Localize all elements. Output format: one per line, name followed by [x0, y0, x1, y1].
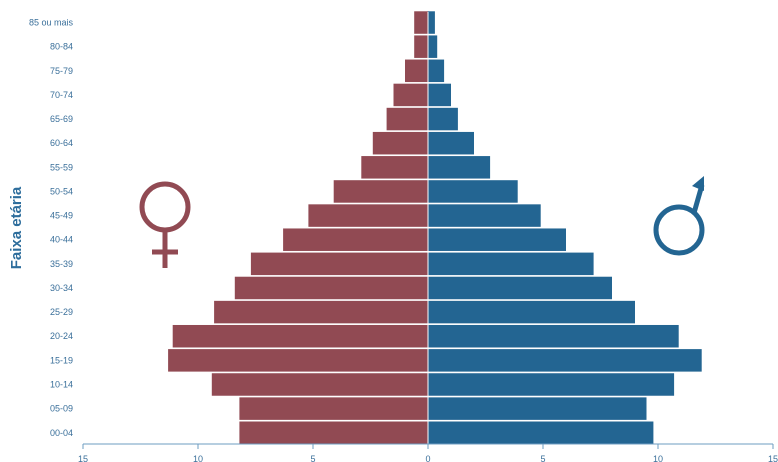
bar-female-60-64	[372, 131, 428, 155]
age-label-15-19: 15-19	[50, 355, 73, 365]
bar-male-65-69	[428, 107, 458, 131]
x-tick-label: 15	[78, 454, 88, 462]
bar-male-30-34	[428, 276, 612, 300]
age-label-05-09: 05-09	[50, 404, 73, 414]
age-label-80-84: 80-84	[50, 42, 73, 52]
age-label-40-44: 40-44	[50, 235, 73, 245]
bar-female-80-84	[414, 35, 428, 58]
age-label-50-54: 50-54	[50, 186, 73, 196]
bar-female-55-59	[361, 156, 428, 179]
bar-female-75-79	[405, 59, 428, 83]
bar-male-15-19	[428, 349, 702, 372]
x-tick-label: 5	[310, 454, 315, 462]
x-tick-label: 10	[653, 454, 663, 462]
bar-female-25-29	[214, 300, 428, 324]
bar-female-15-19	[168, 349, 428, 372]
age-label-75-79: 75-79	[50, 66, 73, 76]
bar-female-10-14	[211, 373, 428, 396]
female-symbol-icon	[139, 181, 191, 268]
bar-male-40-44	[428, 228, 566, 251]
bar-female-00-04	[239, 421, 428, 444]
bar-male-50-54	[428, 180, 518, 203]
age-label-35-39: 35-39	[50, 259, 73, 269]
bar-female-65-69	[386, 107, 428, 131]
age-labels-group: 00-04 05-09 10-14 15-19 20-24 25-29 30-34 35-39…	[29, 18, 74, 438]
x-tick-label: 5	[540, 454, 545, 462]
bar-female-35-39	[250, 252, 428, 276]
age-label-55-59: 55-59	[50, 162, 73, 172]
bar-female-20-24	[172, 324, 428, 348]
bar-male-45-49	[428, 204, 541, 227]
bar-male-55-59	[428, 156, 491, 179]
x-tick-label: 10	[193, 454, 203, 462]
bar-female-40-44	[283, 228, 428, 251]
age-label-70-74: 70-74	[50, 90, 73, 100]
bar-female-50-54	[333, 180, 428, 203]
age-label-65-69: 65-69	[50, 114, 73, 124]
bar-male-20-24	[428, 324, 679, 348]
bar-male-25-29	[428, 300, 635, 324]
bar-female-45-49	[308, 204, 428, 227]
bar-male-35-39	[428, 252, 594, 276]
bar-male-60-64	[428, 131, 474, 155]
bar-female-70-74	[393, 83, 428, 107]
x-tick-label: 0	[425, 454, 430, 462]
y-axis-label: Faixa etária	[8, 186, 25, 269]
bars-group	[168, 11, 702, 444]
age-label-00-04: 00-04	[50, 428, 73, 438]
age-label-45-49: 45-49	[50, 211, 73, 221]
age-label-30-34: 30-34	[50, 283, 73, 293]
bar-female-05-09	[239, 397, 428, 420]
bar-male-75-79	[428, 59, 445, 83]
x-tick-label: 15	[768, 454, 778, 462]
age-label-20-24: 20-24	[50, 331, 73, 341]
bar-male-85-ou-mais	[428, 11, 435, 34]
bar-male-10-14	[428, 373, 675, 396]
x-axis: 15 10 5 0 5 10 15	[78, 443, 778, 462]
bar-male-80-84	[428, 35, 438, 58]
bar-male-05-09	[428, 397, 647, 420]
age-label-85-ou-mais: 85 ou mais	[29, 18, 74, 28]
age-label-60-64: 60-64	[50, 138, 73, 148]
bar-male-00-04	[428, 421, 654, 444]
male-symbol-icon	[653, 176, 705, 256]
age-label-25-29: 25-29	[50, 307, 73, 317]
bar-male-70-74	[428, 83, 451, 107]
bar-female-30-34	[234, 276, 428, 300]
bar-female-85-ou-mais	[414, 11, 428, 34]
age-label-10-14: 10-14	[50, 379, 73, 389]
